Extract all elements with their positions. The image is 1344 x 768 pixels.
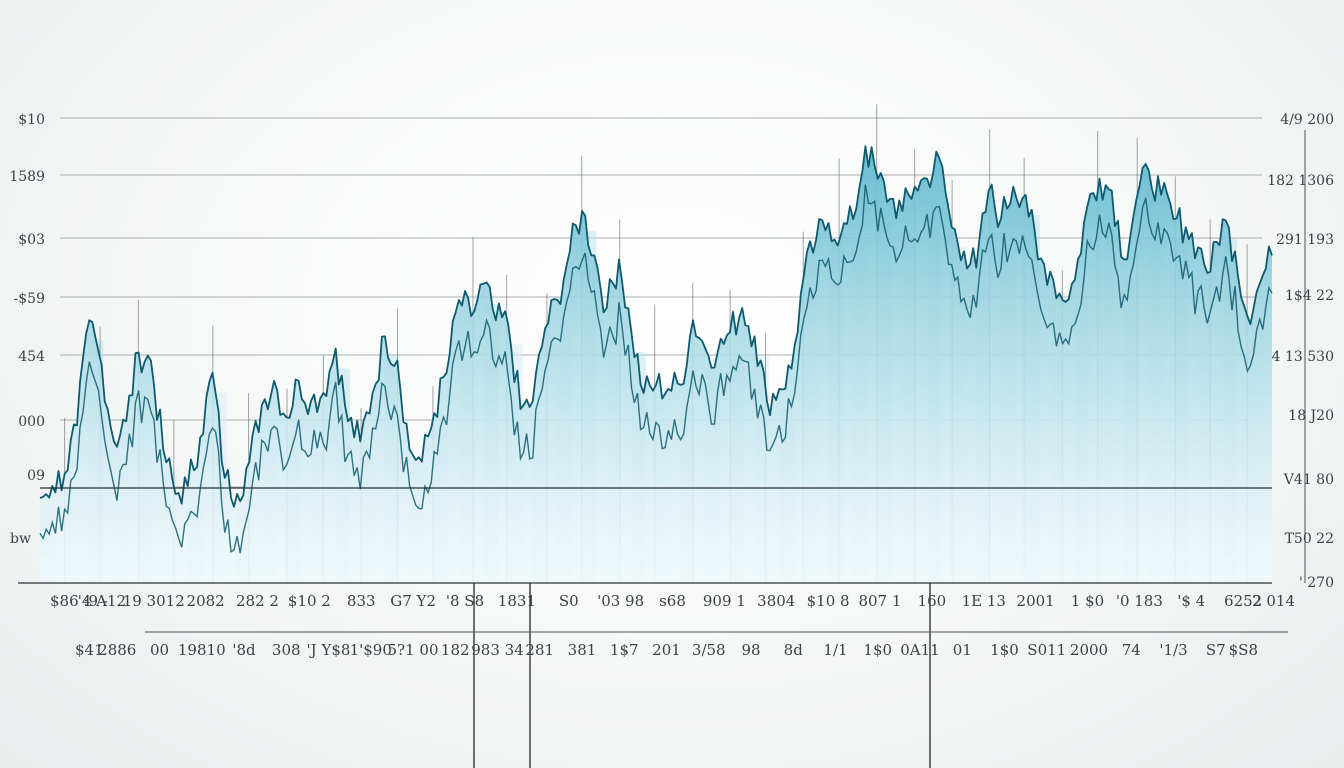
y-tick-label-right: T50 22 (1285, 531, 1334, 547)
x-tick-label: $86 :9 - (50, 592, 108, 610)
x-tick-label: $10 8 (807, 592, 850, 610)
x-tick-label: 807 1 (859, 592, 902, 610)
x-tick-label-secondary: $41 (75, 641, 104, 659)
y-tick-label-right: 1$4 22 (1285, 288, 1334, 304)
x-tick-label-secondary: 1$0 (863, 641, 892, 659)
x-tick-label-secondary: S011 (1027, 641, 1066, 659)
x-tick-label-secondary: 98 (741, 641, 760, 659)
y-tick-label-right: 4 13 530 (1272, 349, 1334, 365)
x-tick-label: '$ 4 (1177, 592, 1205, 610)
x-tick-label-secondary: 1$0 (990, 641, 1019, 659)
x-tick-label-secondary: 1/1 (823, 641, 847, 659)
x-tick-label: 19 3012 (123, 592, 185, 610)
x-tick-label: $10 2 (288, 592, 331, 610)
x-tick-label: 3804 (757, 592, 795, 610)
x-tick-label: 2 014 (1252, 592, 1295, 610)
x-tick-label: 2082 (187, 592, 225, 610)
x-tick-label: '0 183 (1116, 592, 1163, 610)
y-tick-label-left: 000 (18, 414, 45, 430)
x-tick-label-secondary: 8d (784, 641, 804, 659)
x-tick-label-secondary: 308 (272, 641, 301, 659)
x-tick-label-secondary: 201 (652, 641, 681, 659)
x-tick-label-secondary: 381 (568, 641, 597, 659)
x-tick-label: 160 (918, 592, 947, 610)
y-axis-right-labels: 4/9 200 182 1306 291 193 1$4 22 4 13 530 18 J… (1267, 112, 1334, 591)
x-tick-label-secondary: 182 (441, 641, 470, 659)
y-tick-label-left: $03 (18, 232, 45, 248)
series-line-secondary (39, 184, 1273, 554)
x-tick-label: 6252 (1224, 592, 1262, 610)
x-tick-label-secondary: 5?1 00 (388, 641, 439, 659)
x-tick-label: 909 1 (703, 592, 746, 610)
x-tick-label-secondary: 281 (525, 641, 554, 659)
y-tick-label-right: 4/9 200 (1280, 112, 1334, 128)
y-tick-label-left: -$59 (14, 291, 45, 307)
x-tick-label-secondary: 19810 (178, 641, 226, 659)
x-tick-label: 1E 13 (962, 592, 1006, 610)
x-tick-label-secondary: 1'$90 (350, 641, 392, 659)
x-tick-label: 282 2 (236, 592, 279, 610)
y-tick-label-right: 291 193 (1276, 232, 1334, 248)
x-tick-label: s68 (659, 592, 686, 610)
x-tick-label-secondary: 74 (1122, 641, 1141, 659)
x-tick-label-secondary: 1$7 (610, 641, 639, 659)
x-tick-label: '03 98 (597, 592, 644, 610)
x-tick-label: G7 Y2 (390, 592, 436, 610)
x-tick-label-secondary: '8d (232, 641, 256, 659)
x-tick-label-secondary: 0A11 (900, 641, 939, 659)
x-tick-label: 2001 (1017, 592, 1055, 610)
x-tick-label-secondary: $S8 (1229, 641, 1258, 659)
axes (18, 130, 1306, 633)
series-line (39, 145, 1273, 508)
y-tick-label-left: 09 (27, 468, 45, 484)
y-tick-label-left: 454 (18, 349, 45, 365)
x-tick-label-secondary: S7 (1206, 641, 1226, 659)
x-tick-label-secondary: 2886 (98, 641, 136, 659)
x-tick-label: 1 $0 (1071, 592, 1104, 610)
y-tick-label-left: bw (10, 531, 31, 547)
x-tick-label-secondary: 3/58 (692, 641, 726, 659)
x-tick-label: '8 S8 (446, 592, 484, 610)
x-tick-label-secondary: 'J Y$8 (307, 641, 351, 659)
x-tick-label-secondary: '1/3 (1159, 641, 1187, 659)
x-tick-label-secondary: 00 (150, 641, 169, 659)
x-tick-label: S0 (559, 592, 579, 610)
x-tick-label: 833 (347, 592, 376, 610)
x-tick-label-secondary: 983 34 (471, 641, 524, 659)
y-tick-label-right: 182 1306 (1267, 173, 1334, 189)
y-tick-label-right: ' 270 (1299, 575, 1334, 591)
x-tick-label-secondary: 2000 (1070, 641, 1108, 659)
y-tick-label-right: V41 80 (1283, 472, 1334, 488)
area-fade (40, 146, 1272, 584)
y-axis-left-labels: $10 1589 $03 -$59 454 000 09 bw (9, 112, 45, 547)
y-tick-label-left: $10 (18, 112, 45, 128)
x-tick-label: '4 A12 (78, 592, 126, 610)
y-tick-label-left: 1589 (9, 169, 45, 185)
x-tick-label-secondary: 01 (953, 641, 972, 659)
x-tick-label: 1831 (498, 592, 536, 610)
area-layer (39, 145, 1273, 584)
y-tick-label-right: 18 J20 (1288, 408, 1334, 424)
